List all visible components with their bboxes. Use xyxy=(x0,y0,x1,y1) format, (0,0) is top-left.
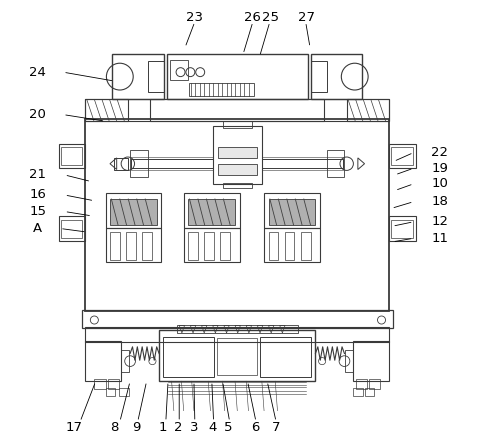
Bar xyxy=(150,99,324,121)
Bar xyxy=(110,198,157,225)
Bar xyxy=(121,350,129,372)
Bar xyxy=(223,183,252,188)
Bar xyxy=(262,159,343,168)
Text: 24: 24 xyxy=(29,66,46,79)
Bar xyxy=(85,327,389,342)
Bar xyxy=(112,54,163,99)
Text: 7: 7 xyxy=(272,421,280,434)
Bar xyxy=(269,198,316,225)
Bar xyxy=(355,379,367,389)
Bar xyxy=(347,99,389,121)
Text: 15: 15 xyxy=(29,205,46,218)
Bar xyxy=(126,232,136,260)
Bar xyxy=(389,216,416,241)
Text: 18: 18 xyxy=(431,195,448,208)
Bar xyxy=(204,232,214,260)
Bar xyxy=(218,164,257,175)
Bar xyxy=(327,151,344,177)
Bar xyxy=(190,83,254,96)
Bar xyxy=(94,379,105,389)
Bar xyxy=(131,159,213,168)
Bar xyxy=(365,388,375,396)
Bar xyxy=(269,232,278,260)
Bar xyxy=(218,147,257,158)
Bar xyxy=(119,388,129,396)
Bar xyxy=(369,379,380,389)
Text: 23: 23 xyxy=(186,11,204,24)
Bar xyxy=(61,147,82,165)
Bar xyxy=(167,54,308,99)
Bar xyxy=(163,336,214,377)
Bar xyxy=(262,157,343,170)
Text: 2: 2 xyxy=(173,421,182,434)
Text: 20: 20 xyxy=(29,108,46,121)
Text: 9: 9 xyxy=(132,421,140,434)
Bar xyxy=(345,350,354,372)
Bar xyxy=(264,228,320,262)
Bar xyxy=(188,232,198,260)
Text: 21: 21 xyxy=(29,168,46,181)
Bar xyxy=(130,151,148,177)
Text: 22: 22 xyxy=(431,146,448,159)
Bar xyxy=(183,228,240,262)
Bar xyxy=(131,157,213,170)
Bar xyxy=(105,228,161,262)
Bar xyxy=(354,341,389,381)
Bar xyxy=(264,193,320,228)
Bar xyxy=(170,60,188,80)
Text: 27: 27 xyxy=(298,11,315,24)
Bar xyxy=(142,232,152,260)
Bar xyxy=(110,232,120,260)
Text: 6: 6 xyxy=(251,421,259,434)
Bar xyxy=(301,232,310,260)
Text: 25: 25 xyxy=(262,11,279,24)
Text: 19: 19 xyxy=(431,162,448,175)
Bar xyxy=(188,198,235,225)
Text: 11: 11 xyxy=(431,232,448,245)
Text: A: A xyxy=(33,222,42,235)
Bar xyxy=(85,99,128,121)
Text: 17: 17 xyxy=(66,421,83,434)
Bar xyxy=(82,310,393,327)
Bar xyxy=(85,119,389,311)
Bar xyxy=(285,232,295,260)
Text: 1: 1 xyxy=(159,421,167,434)
Text: 8: 8 xyxy=(110,421,119,434)
Text: 4: 4 xyxy=(208,421,217,434)
Bar xyxy=(354,388,363,396)
Bar xyxy=(391,220,413,238)
Bar xyxy=(217,338,257,375)
Text: 10: 10 xyxy=(431,177,448,190)
Bar xyxy=(148,61,163,92)
Text: 16: 16 xyxy=(29,189,46,202)
Text: 12: 12 xyxy=(431,215,448,228)
Text: 26: 26 xyxy=(244,11,262,24)
Bar xyxy=(389,144,416,168)
Text: 5: 5 xyxy=(224,421,233,434)
Bar xyxy=(260,336,311,377)
Bar xyxy=(220,232,230,260)
Bar xyxy=(311,54,362,99)
Bar xyxy=(159,330,316,381)
Bar xyxy=(108,379,119,389)
Bar xyxy=(105,388,115,396)
Bar xyxy=(391,147,413,165)
Bar xyxy=(58,216,85,241)
Bar xyxy=(183,193,240,228)
Bar xyxy=(61,220,82,238)
Bar xyxy=(223,121,252,128)
Bar xyxy=(58,144,85,168)
Bar xyxy=(311,61,327,92)
Bar xyxy=(105,193,161,228)
Text: 3: 3 xyxy=(190,421,198,434)
Bar xyxy=(85,341,121,381)
Bar xyxy=(213,126,262,184)
Bar xyxy=(85,99,389,121)
Bar xyxy=(177,325,297,333)
